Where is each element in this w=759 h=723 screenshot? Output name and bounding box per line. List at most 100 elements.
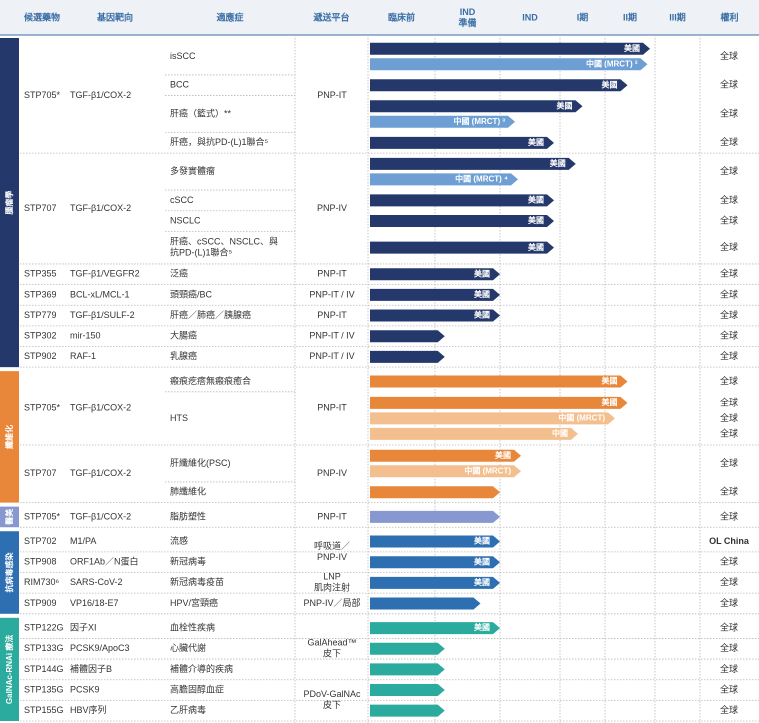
bar-label: 美國 xyxy=(624,43,640,53)
indication: BCC xyxy=(170,80,190,90)
indication: HTS xyxy=(170,413,188,423)
indication: 高膽固醇血症 xyxy=(170,683,224,694)
drug-name: STP369 xyxy=(24,289,57,299)
drug-name: RIM730⁶ xyxy=(24,577,60,587)
header-label: II期 xyxy=(623,11,637,22)
header-label: 遞送平台 xyxy=(312,11,349,22)
rights: 全球 xyxy=(720,330,738,341)
header-background xyxy=(0,0,759,35)
bar-label: 美國 xyxy=(474,577,490,587)
indication: 肝癌／肺癌／胰腺癌 xyxy=(170,309,251,320)
rights: 全球 xyxy=(720,510,738,521)
section-strip xyxy=(0,371,19,503)
indication: 乙肝病毒 xyxy=(170,704,206,715)
rights: 全球 xyxy=(720,107,738,118)
progress-bar xyxy=(370,375,628,388)
drug-name: STP902 xyxy=(24,351,57,361)
progress-bar xyxy=(370,535,500,548)
drug-name: STP155G xyxy=(24,705,64,715)
indication: HPV/宮頸癌 xyxy=(170,597,218,608)
progress-bar xyxy=(370,663,445,676)
progress-bar xyxy=(370,622,500,635)
platform: 皮下 xyxy=(323,699,341,710)
indication: 血栓性疾病 xyxy=(170,621,215,632)
header-label: 準備 xyxy=(458,17,476,28)
platform: PNP-IT xyxy=(317,511,347,521)
progress-bar xyxy=(370,100,583,113)
platform: PNP-IT / IV xyxy=(309,331,354,341)
platform: 肌肉注射 xyxy=(314,582,350,593)
progress-bar xyxy=(370,194,554,207)
header-label: 候選藥物 xyxy=(24,11,60,22)
target: TGF-β1/COX-2 xyxy=(70,90,131,100)
header-label: IND xyxy=(522,12,538,22)
header-label: 權利 xyxy=(720,11,738,22)
indication: 乳腺癌 xyxy=(170,350,197,361)
indication: NSCLC xyxy=(170,215,201,225)
progress-bar xyxy=(370,396,628,409)
bar-label: 美國 xyxy=(528,215,544,225)
rights: 全球 xyxy=(720,309,738,320)
rights: 全球 xyxy=(720,375,738,386)
bar-label: 美國 xyxy=(474,289,490,299)
drug-name: STP705* xyxy=(24,402,61,412)
progress-bar xyxy=(370,684,445,697)
bar-label: 美國 xyxy=(474,556,490,566)
progress-bar xyxy=(370,268,500,281)
progress-bar xyxy=(370,427,578,440)
progress-bar xyxy=(370,288,500,301)
rights: 全球 xyxy=(720,597,738,608)
progress-bar xyxy=(370,241,554,254)
rights: 全球 xyxy=(720,412,738,423)
rights: 全球 xyxy=(720,663,738,674)
rights: 全球 xyxy=(720,136,738,147)
rights: 全球 xyxy=(720,79,738,90)
bar-label: 中國 (MRCT) ³ xyxy=(453,116,505,126)
indication: 頭頸癌/BC xyxy=(170,288,213,299)
rights: 全球 xyxy=(720,556,738,567)
progress-bar xyxy=(370,449,521,462)
header-label: 適應症 xyxy=(216,11,243,22)
target: TGF-β1/COX-2 xyxy=(70,468,131,478)
rights: 全球 xyxy=(720,486,738,497)
indication: 肺纖維化 xyxy=(170,486,206,497)
drug-name: STP355 xyxy=(24,269,57,279)
target: 補體因子B xyxy=(70,663,112,674)
platform: PNP-IV／局部 xyxy=(303,597,360,608)
bar-label: 中國 (MRCT) ² xyxy=(586,58,638,68)
platform: PNP-IT / IV xyxy=(309,289,354,299)
progress-bar xyxy=(370,510,500,523)
target: TGF-β1/COX-2 xyxy=(70,511,131,521)
platform: PNP-IT xyxy=(317,310,347,320)
bar-label: 美國 xyxy=(495,450,511,460)
header-label: III期 xyxy=(669,11,686,22)
section-strip xyxy=(0,38,19,368)
section-label: 腫瘤學 xyxy=(4,191,14,215)
rights: 全球 xyxy=(720,576,738,587)
target: TGF-β1/COX-2 xyxy=(70,203,131,213)
bar-label: 美國 xyxy=(602,376,618,386)
section-label: 纖維化 xyxy=(4,425,14,449)
bar-label: 中國 (MRCT) xyxy=(558,413,605,423)
drug-name: STP707 xyxy=(24,203,57,213)
bar-label: 中國 xyxy=(552,428,568,438)
platform: PNP-IV xyxy=(317,203,347,213)
progress-bar xyxy=(370,58,648,71)
header-label: I期 xyxy=(577,11,589,22)
indication: 多發實體瘤 xyxy=(170,165,215,176)
section-strip xyxy=(0,617,19,721)
progress-bar xyxy=(370,42,650,55)
platform: GalAhead™ xyxy=(307,638,356,648)
target: 因子XI xyxy=(70,622,97,632)
drug-name: STP705* xyxy=(24,90,61,100)
drug-name: STP122G xyxy=(24,622,64,632)
indication: cSCC xyxy=(170,195,194,205)
progress-bar xyxy=(370,173,518,186)
header-label: IND xyxy=(460,7,476,17)
drug-name: STP707 xyxy=(24,468,57,478)
rights: 全球 xyxy=(720,214,738,225)
bar-label: 中國 (MRCT) xyxy=(464,465,511,475)
progress-bar xyxy=(370,215,554,228)
target: TGF-β1/VEGFR2 xyxy=(70,269,140,279)
